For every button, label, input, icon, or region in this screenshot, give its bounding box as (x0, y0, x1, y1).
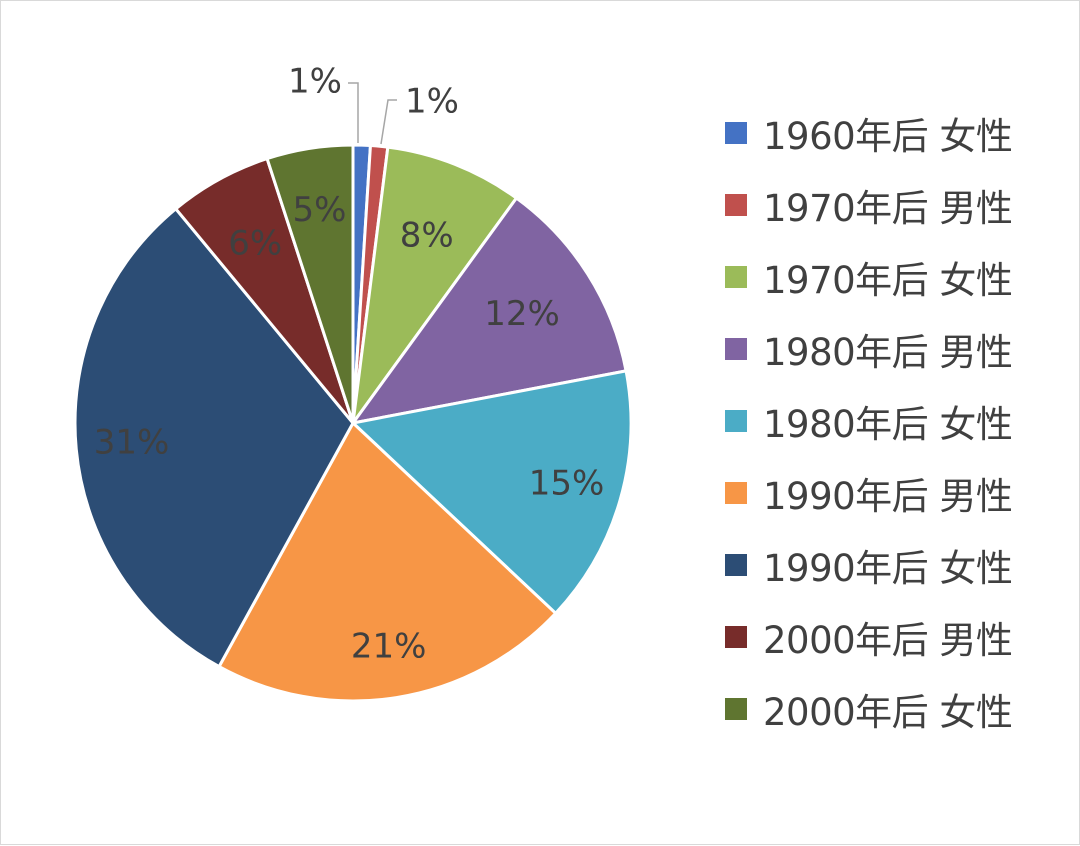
legend-label: 1960年后 女性 (763, 115, 1013, 158)
data-label-3: 12% (484, 294, 560, 334)
legend-label: 1990年后 男性 (763, 475, 1013, 518)
legend-label: 1980年后 男性 (763, 331, 1013, 374)
data-label-4: 15% (529, 464, 605, 504)
legend-item: 1970年后 女性 (725, 241, 1075, 313)
legend-label: 1990年后 女性 (763, 547, 1013, 590)
legend-swatch (725, 410, 747, 432)
legend-item: 1990年后 男性 (725, 457, 1075, 529)
data-label-5: 21% (351, 627, 427, 667)
legend-item: 1960年后 女性 (725, 97, 1075, 169)
legend-item: 2000年后 女性 (725, 673, 1075, 745)
data-label-6: 31% (94, 422, 170, 462)
legend-swatch (725, 554, 747, 576)
pie-slice-3 (349, 195, 628, 426)
data-label-2: 8% (400, 215, 454, 255)
legend-swatch (725, 626, 747, 648)
legend: 1960年后 女性 1970年后 男性 1970年后 女性 1980年后 男性 1980… (725, 97, 1075, 745)
legend-label: 2000年后 男性 (763, 619, 1013, 662)
legend-swatch (725, 698, 747, 720)
pie-slice-4 (349, 369, 633, 616)
legend-item: 1980年后 女性 (725, 385, 1075, 457)
data-label-7: 6% (228, 224, 282, 264)
legend-label: 2000年后 女性 (763, 691, 1013, 734)
legend-swatch (725, 338, 747, 360)
legend-swatch (725, 482, 747, 504)
legend-item: 1970年后 男性 (725, 169, 1075, 241)
pie-slice-6 (73, 206, 355, 669)
pie-slice-5 (217, 420, 558, 703)
legend-label: 1970年后 女性 (763, 259, 1013, 302)
leader-line-0 (348, 82, 359, 143)
data-label-0: 1% (288, 62, 342, 102)
legend-item: 2000年后 男性 (725, 601, 1075, 673)
legend-swatch (725, 122, 747, 144)
legend-swatch (725, 194, 747, 216)
legend-label: 1980年后 女性 (763, 403, 1013, 446)
pie-slice-2 (351, 145, 519, 424)
legend-item: 1980年后 男性 (725, 313, 1075, 385)
legend-swatch (725, 266, 747, 288)
data-label-8: 5% (293, 190, 347, 230)
legend-item: 1990年后 女性 (725, 529, 1075, 601)
pie-slice-8 (265, 143, 355, 424)
legend-label: 1970年后 男性 (763, 187, 1013, 230)
leader-line-1 (380, 99, 397, 145)
data-label-1: 1% (405, 82, 459, 122)
